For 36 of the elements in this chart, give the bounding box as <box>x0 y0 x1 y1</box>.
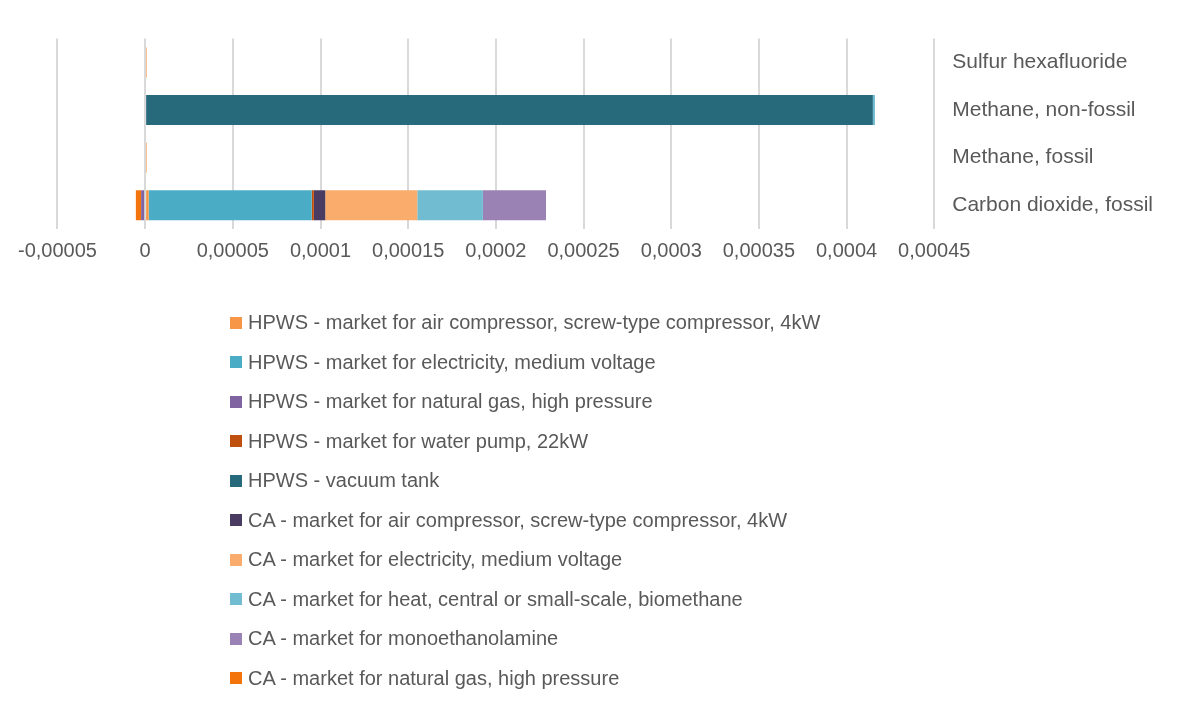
x-tick-label: 0,00045 <box>898 238 971 261</box>
bar <box>311 190 314 221</box>
legend-label: CA - market for electricity, medium voltage <box>248 548 623 572</box>
x-tick-label: 0,00035 <box>722 238 796 261</box>
legend-label: CA - market for natural gas, high pressure <box>248 666 620 690</box>
bar <box>141 190 145 221</box>
x-tick-label: 0,00025 <box>547 238 620 261</box>
x-tick-label: 0,00015 <box>372 238 445 261</box>
legend-label: HPWS - vacuum tank <box>248 469 440 493</box>
bar <box>313 190 326 221</box>
x-tick-label: 0,00005 <box>196 238 269 261</box>
bar <box>482 190 546 221</box>
bar <box>325 190 418 221</box>
y-tick-label: Sulfur hexafluoride <box>952 49 1128 73</box>
bar <box>872 95 875 125</box>
x-tick-label: 0,0003 <box>640 238 702 261</box>
y-tick-label: Carbon dioxide, fossil <box>952 192 1154 215</box>
legend-label: HPWS - market for natural gas, high pressure <box>248 390 653 414</box>
y-tick-label: Methane, fossil <box>952 144 1094 168</box>
x-tick-label: 0 <box>139 238 151 261</box>
y-tick-label: Methane, non-fossil <box>952 96 1136 120</box>
x-tick-label: 0,0004 <box>815 238 878 261</box>
x-tick-label: 0,0002 <box>465 238 527 261</box>
x-tick-label: -0,00005 <box>17 238 97 261</box>
bar <box>417 190 483 221</box>
legend-label: HPWS - market for water pump, 22kW <box>248 429 589 453</box>
x-tick-label: 0,0001 <box>289 238 352 261</box>
bar <box>135 190 142 221</box>
bar <box>148 190 312 221</box>
legend-label: CA - market for heat, central or small-scale, biomethane <box>248 587 743 611</box>
legend-label: CA - market for monoethanolamine <box>248 627 559 651</box>
bar <box>146 95 873 125</box>
legend-label: CA - market for air compressor, screw-type compressor, 4kW <box>248 508 788 532</box>
legend-label: HPWS - market for electricity, medium voltage <box>248 350 656 374</box>
bar <box>146 190 149 221</box>
legend-label: HPWS - market for air compressor, screw-type compressor, 4kW <box>248 311 821 335</box>
